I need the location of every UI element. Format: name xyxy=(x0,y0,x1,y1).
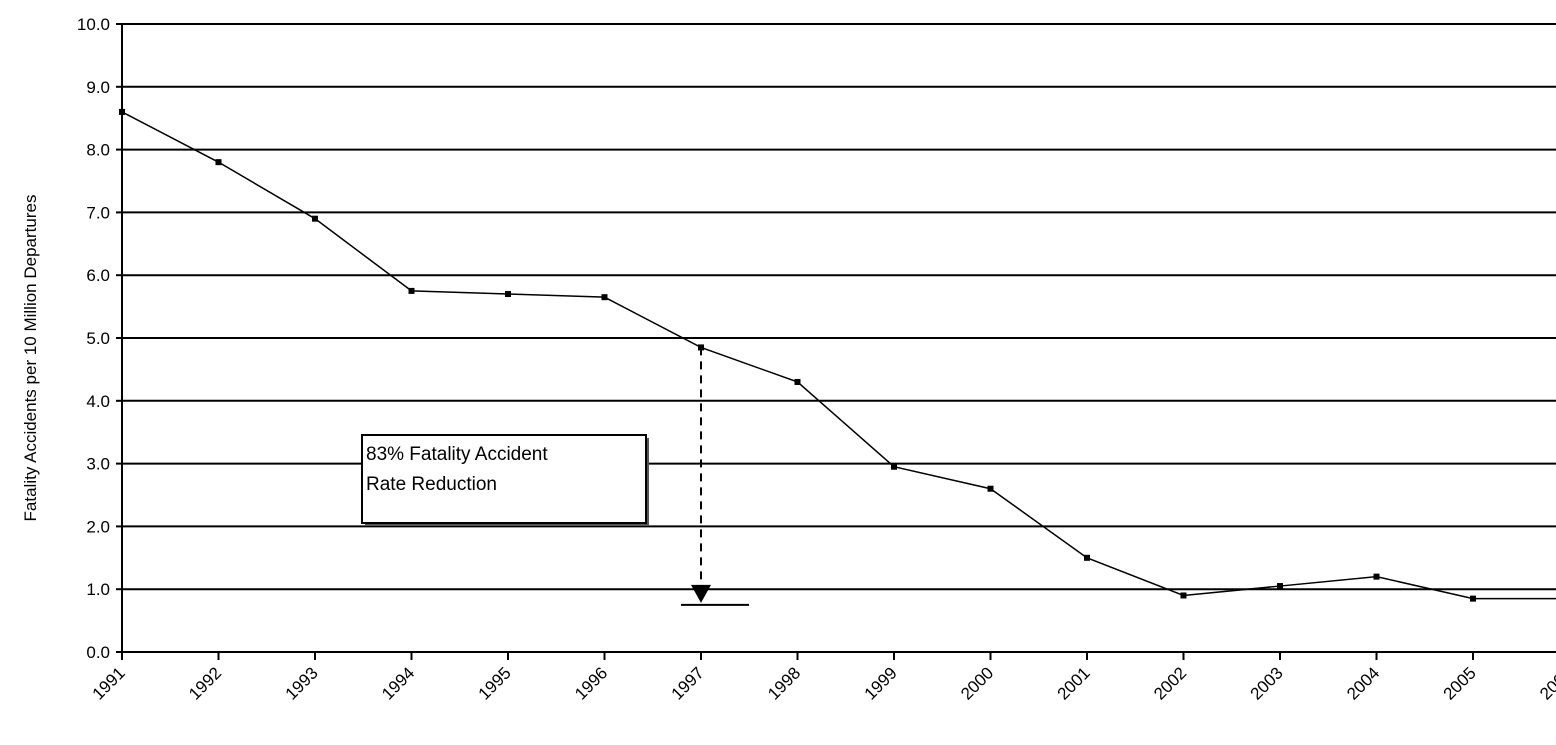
data-point-1999 xyxy=(891,463,897,470)
data-point-2001 xyxy=(1084,554,1090,561)
data-point-1998 xyxy=(794,378,801,385)
data-point-1995 xyxy=(505,291,511,298)
y-axis: 0.0 1.0 2.0 3.0 4.0 5.0 6.0 7.0 8.0 9.0 10.0 xyxy=(77,15,123,662)
y-axis-label: Fatality Accidents per 10 Million Depart… xyxy=(21,195,40,522)
annotation-text-line-2: Rate Reduction xyxy=(366,474,497,495)
y-tick-label-1.0: 1.0 xyxy=(86,580,110,599)
x-tick-label-2006: 2006 xyxy=(1536,663,1556,703)
data-point-1992 xyxy=(215,159,222,166)
data-point-1996 xyxy=(601,294,608,301)
data-point-1993 xyxy=(312,215,318,222)
x-tick-label-1996: 1996 xyxy=(571,663,611,703)
series-group xyxy=(119,108,1556,602)
y-tick-label-9.0: 9.0 xyxy=(86,78,110,97)
x-tick-label-1992: 1992 xyxy=(185,663,225,703)
y-tick-label-6.0: 6.0 xyxy=(86,266,110,285)
x-axis: 1991 1992 1993 1994 1995 1996 1997 1998 1999 2000… xyxy=(89,652,1556,704)
x-tick-label-1998: 1998 xyxy=(764,663,804,703)
annotation-box xyxy=(361,434,647,524)
data-point-2005 xyxy=(1470,595,1476,602)
data-point-2000 xyxy=(987,485,994,492)
annotation-text-line-1: 83% Fatality Accident xyxy=(366,444,548,465)
data-point-1991 xyxy=(119,108,125,115)
data-point-1994 xyxy=(408,287,415,294)
series-line xyxy=(121,111,1556,600)
y-tick-label-2.0: 2.0 xyxy=(86,517,110,536)
annotation-group: 83% Fatality Accident Rate Reduction xyxy=(361,347,749,606)
x-tick-label-2001: 2001 xyxy=(1054,663,1094,703)
y-tick-label-8.0: 8.0 xyxy=(86,141,110,160)
data-point-2002 xyxy=(1180,592,1187,599)
x-tick-label-2003: 2003 xyxy=(1247,663,1287,703)
x-tick-label-1995: 1995 xyxy=(475,663,515,703)
y-tick-label-10.0: 10.0 xyxy=(77,15,110,34)
data-point-2003 xyxy=(1277,583,1283,590)
x-tick-label-2002: 2002 xyxy=(1150,663,1190,703)
x-tick-label-1999: 1999 xyxy=(861,663,901,703)
data-point-2004 xyxy=(1373,573,1380,580)
x-tick-label-2004: 2004 xyxy=(1343,663,1383,703)
annotation-arrowhead xyxy=(691,584,711,603)
y-tick-label-0.0: 0.0 xyxy=(86,643,110,662)
x-tick-label-1991: 1991 xyxy=(89,663,129,703)
gridlines xyxy=(122,23,1556,653)
x-tick-label-2000: 2000 xyxy=(957,663,997,703)
y-tick-label-7.0: 7.0 xyxy=(86,203,110,222)
y-tick-label-5.0: 5.0 xyxy=(86,329,110,348)
x-tick-label-1993: 1993 xyxy=(282,663,322,703)
x-tick-label-1994: 1994 xyxy=(378,663,418,703)
y-tick-label-4.0: 4.0 xyxy=(86,392,110,411)
x-tick-label-2005: 2005 xyxy=(1440,663,1480,703)
x-tick-label-1997: 1997 xyxy=(668,663,708,703)
y-tick-label-3.0: 3.0 xyxy=(86,455,110,474)
